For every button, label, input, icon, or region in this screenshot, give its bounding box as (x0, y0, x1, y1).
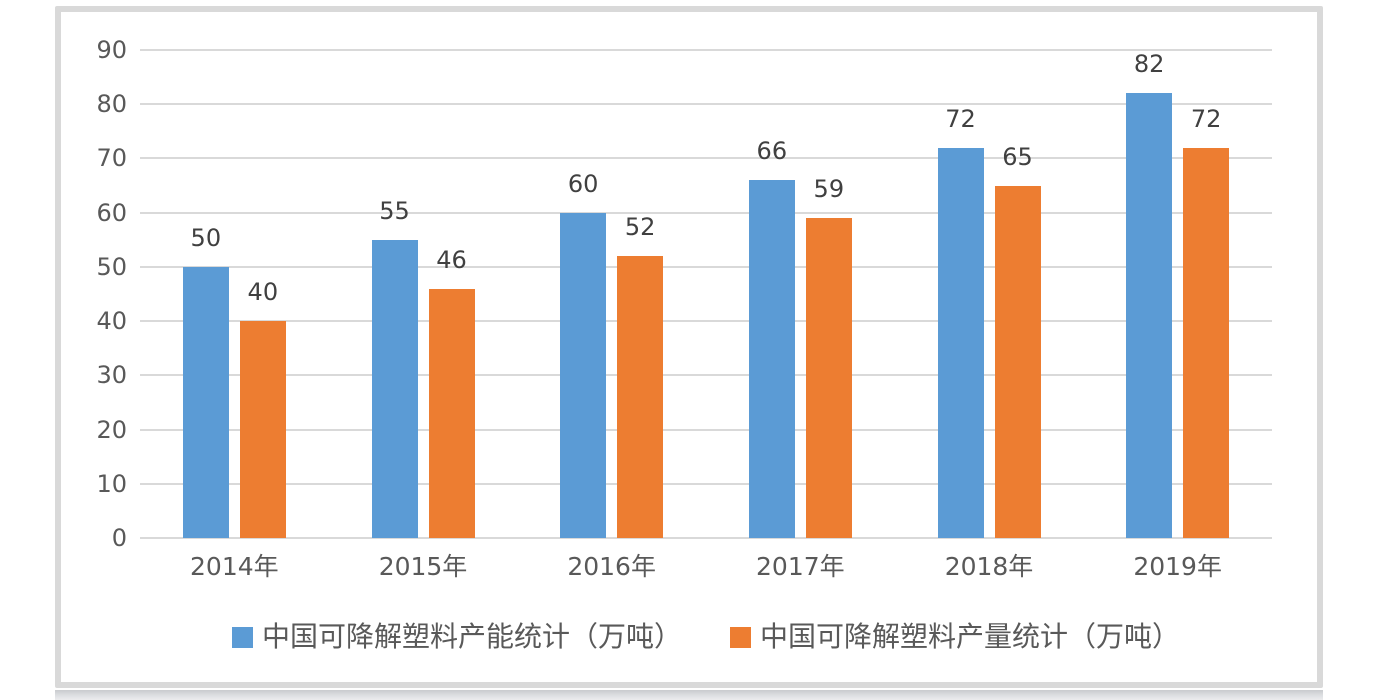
y-tick-label-20: 20 (96, 415, 127, 444)
gridline-80 (140, 103, 1272, 106)
bar-value-label-series1-2017年: 66 (756, 137, 788, 166)
bar-value-label-series1-2014年: 50 (190, 223, 222, 252)
bar-value-label-series1-2019年: 82 (1133, 50, 1165, 79)
x-tick-label-6: 2019年 (1133, 552, 1222, 581)
legend-swatch-icon (231, 626, 253, 648)
y-tick-label-90: 90 (96, 36, 127, 64)
y-tick-label-0: 0 (111, 524, 127, 552)
window-bottom-edge (55, 690, 1323, 700)
y-tick-label-70: 70 (96, 144, 127, 173)
bar-series1-2017年 (748, 180, 795, 538)
gridline-50 (140, 265, 1272, 268)
bar-value-label-series2-2016年: 52 (624, 213, 656, 242)
bar-value-label-series2-2018年: 65 (1002, 142, 1033, 171)
y-tick-label-80: 80 (96, 90, 127, 119)
legend-label: 中国可降解塑料产量统计（万吨） (760, 620, 1181, 653)
gridline-10 (140, 482, 1272, 485)
bar-series2-2019年 (1183, 147, 1230, 538)
bar-series2-2018年 (994, 185, 1041, 538)
x-tick-label-5: 2018年 (944, 552, 1034, 581)
bar-series1-2019年 (1126, 93, 1173, 538)
y-tick-label-40: 40 (96, 307, 127, 336)
x-tick-label-1: 2014年 (190, 552, 279, 581)
gridline-70 (140, 157, 1272, 160)
bar-value-label-series1-2015年: 55 (379, 196, 410, 225)
y-tick-label-30: 30 (96, 361, 127, 390)
bar-value-label-series2-2014年: 40 (247, 278, 279, 307)
bar-value-label-series2-2017年: 59 (813, 175, 845, 204)
legend-item-series2: 中国可降解塑料产量统计（万吨） (730, 620, 1180, 654)
legend-item-series1: 中国可降解塑料产能统计（万吨） (231, 620, 682, 654)
bar-series1-2018年 (937, 147, 984, 538)
y-tick-label-10: 10 (96, 469, 127, 498)
chart-legend: 中国可降解塑料产能统计（万吨） 中国可降解塑料产量统计（万吨） (140, 620, 1272, 654)
bar-series1-2014年 (182, 266, 229, 538)
gridline-90 (140, 49, 1272, 51)
bar-series2-2014年 (239, 321, 286, 538)
plot-area: 0 10 20 30 40 50 60 70 80 90 50 40 55 46 60 52 66 59 72 65… (61, 12, 1317, 682)
y-tick-label-60: 60 (96, 198, 127, 227)
x-tick-label-2: 2015年 (378, 552, 468, 581)
bar-value-label-series2-2019年: 72 (1190, 104, 1222, 133)
legend-label: 中国可降解塑料产能统计（万吨） (261, 620, 682, 653)
bar-value-label-series1-2018年: 72 (945, 104, 976, 133)
bar-series1-2016年 (560, 212, 607, 538)
bar-value-label-series2-2015年: 46 (436, 245, 467, 274)
gridline-0 (140, 537, 1272, 539)
bar-series2-2015年 (428, 288, 475, 538)
legend-swatch-icon (730, 626, 751, 648)
chart-panel: 0 10 20 30 40 50 60 70 80 90 50 40 55 46 60 52 66 59 72 65… (55, 6, 1323, 688)
gridline-30 (140, 374, 1272, 377)
bar-series1-2015年 (371, 239, 418, 538)
y-tick-label-50: 50 (96, 252, 127, 281)
gridline-40 (140, 320, 1272, 323)
bar-series2-2016年 (617, 256, 664, 538)
x-tick-label-3: 2016年 (567, 552, 656, 581)
gridline-20 (140, 428, 1272, 431)
gridline-60 (140, 211, 1272, 214)
x-tick-label-4: 2017年 (756, 552, 845, 581)
bar-value-label-series1-2016年: 60 (567, 169, 599, 198)
bar-series2-2017年 (805, 218, 852, 538)
